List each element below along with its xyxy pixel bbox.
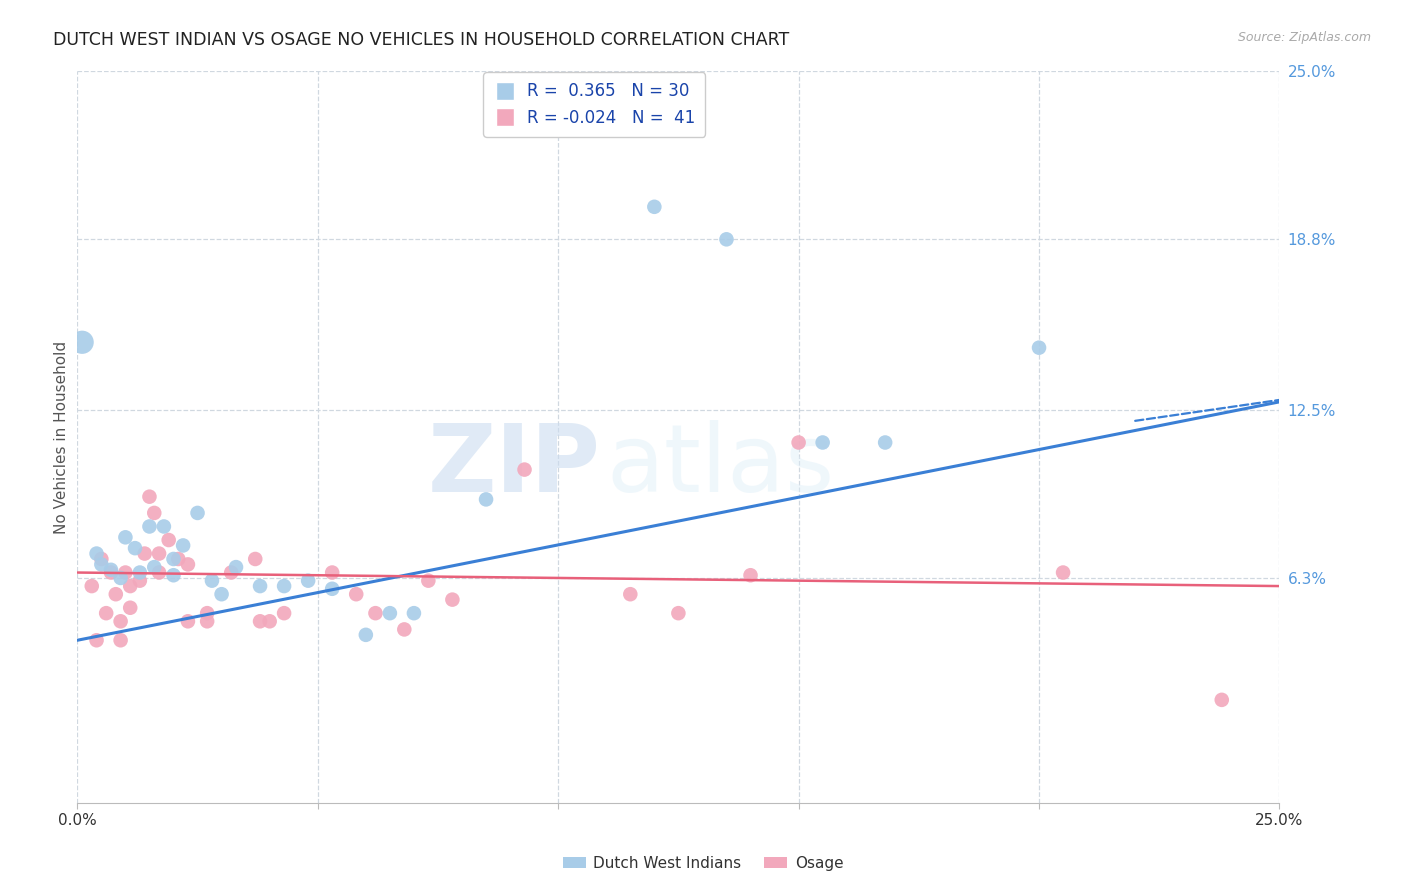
Point [177, 615, 200, 629]
Point [1211, 693, 1233, 707]
Point [321, 566, 343, 580]
Point [148, 566, 170, 580]
Point [110, 571, 132, 585]
Point [273, 579, 295, 593]
Point [1052, 566, 1074, 580]
Point [138, 490, 160, 504]
Point [475, 492, 498, 507]
Point [219, 566, 242, 580]
Point [249, 579, 271, 593]
Point [619, 587, 641, 601]
Point [297, 574, 319, 588]
Text: DUTCH WEST INDIAN VS OSAGE NO VEHICLES IN HOUSEHOLD CORRELATION CHART: DUTCH WEST INDIAN VS OSAGE NO VEHICLES I… [53, 31, 790, 49]
Point [259, 615, 281, 629]
Point [124, 541, 146, 556]
Point [513, 462, 536, 476]
Point [167, 552, 190, 566]
Point [70, 335, 93, 350]
Point [153, 519, 176, 533]
Point [143, 560, 166, 574]
Point [143, 506, 166, 520]
Point [86, 547, 108, 561]
Point [104, 587, 127, 601]
Point [249, 615, 271, 629]
Point [811, 435, 834, 450]
Point [402, 606, 425, 620]
Point [740, 568, 762, 582]
Point [378, 606, 401, 620]
Point [100, 563, 122, 577]
Point [90, 558, 112, 572]
Legend: Dutch West Indians, Osage: Dutch West Indians, Osage [557, 850, 849, 877]
Point [787, 435, 810, 450]
Point [128, 566, 150, 580]
Point [394, 623, 416, 637]
Point [162, 552, 184, 566]
Point [418, 574, 440, 588]
Point [668, 606, 690, 620]
Point [138, 519, 160, 533]
Point [201, 574, 224, 588]
Point [120, 600, 142, 615]
Point [1028, 341, 1050, 355]
Point [211, 587, 233, 601]
Point [187, 506, 209, 520]
Point [148, 547, 170, 561]
Point [195, 606, 218, 620]
Point [86, 633, 108, 648]
Point [100, 566, 122, 580]
Point [321, 582, 343, 596]
Point [110, 615, 132, 629]
Point [177, 558, 200, 572]
Point [354, 628, 377, 642]
Point [114, 530, 136, 544]
Point [441, 592, 464, 607]
Text: Source: ZipAtlas.com: Source: ZipAtlas.com [1237, 31, 1371, 45]
Point [128, 574, 150, 588]
Point [162, 568, 184, 582]
Legend: R =  0.365   N = 30, R = -0.024   N =  41: R = 0.365 N = 30, R = -0.024 N = 41 [484, 72, 704, 136]
Text: ZIP: ZIP [427, 420, 600, 512]
Text: atlas: atlas [606, 420, 835, 512]
Y-axis label: No Vehicles in Household: No Vehicles in Household [53, 341, 69, 533]
Point [96, 606, 118, 620]
Point [875, 435, 897, 450]
Point [643, 200, 665, 214]
Point [344, 587, 367, 601]
Point [273, 606, 295, 620]
Point [114, 566, 136, 580]
Point [80, 579, 103, 593]
Point [134, 547, 156, 561]
Point [195, 615, 218, 629]
Point [245, 552, 267, 566]
Point [716, 232, 738, 246]
Point [110, 633, 132, 648]
Point [364, 606, 387, 620]
Point [157, 533, 180, 547]
Point [172, 538, 194, 552]
Point [225, 560, 247, 574]
Point [120, 579, 142, 593]
Point [90, 552, 112, 566]
